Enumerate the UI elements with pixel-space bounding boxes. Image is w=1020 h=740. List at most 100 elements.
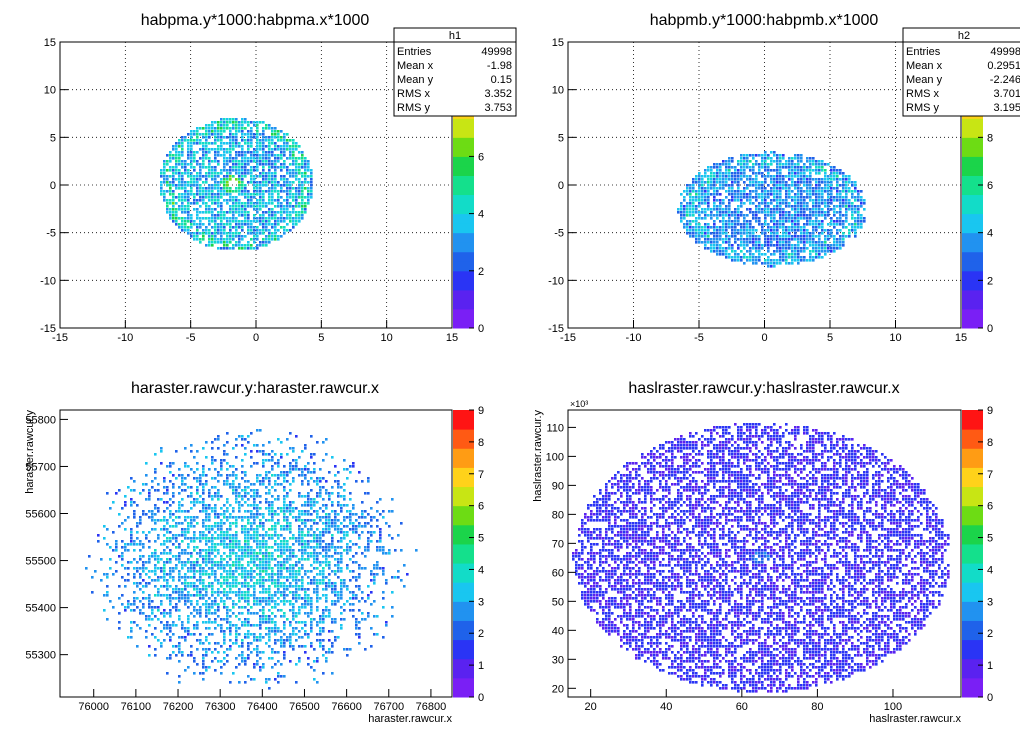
color-bar-label: 5: [478, 533, 484, 545]
x-tick-label: 0: [253, 332, 259, 344]
x-tick-label: -15: [52, 332, 68, 344]
x-tick-label: 40: [660, 701, 672, 713]
chart-pad-3: 76000 76100 76200 76300 76400 76500 76600 76700…: [24, 380, 484, 725]
chart-title: habpma.y*1000:habpma.x*1000: [141, 12, 370, 29]
y-tick-label: 10: [44, 85, 56, 97]
stats-label: RMS x: [906, 88, 940, 100]
x-axis-label: haraster.rawcur.x: [368, 713, 452, 725]
color-bar-label: 6: [987, 501, 993, 513]
stats-box: h2 Entries 49998 Mean x 0.2951 Mean y -2.246 RM…: [902, 27, 1020, 117]
color-bar-label: 2: [478, 628, 484, 640]
color-bar-label: 5: [987, 533, 993, 545]
color-bar-label: 9: [478, 405, 484, 417]
color-bar-label: 0: [478, 692, 484, 704]
stats-value: 0.15: [491, 74, 512, 86]
y-tick-label: 55800: [25, 414, 56, 426]
heatmap-cells: [572, 423, 950, 693]
heatmap-cells: [160, 118, 313, 250]
color-bar-label: 6: [987, 180, 993, 192]
stats-value: 49998: [481, 46, 512, 58]
y-tick-label: -10: [548, 275, 564, 287]
stats-value: 49998: [990, 46, 1020, 58]
stats-label: Mean y: [906, 74, 943, 86]
chart-pad-4: 20 40 60 80 1002030405060708090100110haslras…: [532, 380, 993, 725]
x-tick-label: -15: [560, 332, 576, 344]
heatmap-cells: [85, 429, 418, 690]
stats-label: Entries: [906, 46, 941, 58]
y-tick-label: 50: [552, 596, 564, 608]
x-tick-label: 76300: [205, 701, 236, 713]
x-tick-label: 10: [889, 332, 901, 344]
stats-box: h1 Entries 49998 Mean x -1.98 Mean y 0.15 RMS x…: [393, 27, 517, 117]
x-tick-label: -10: [117, 332, 133, 344]
x-axis-label: haslraster.rawcur.x: [869, 713, 961, 725]
y-tick-label: 55300: [25, 650, 56, 662]
stats-value: 3.753: [484, 102, 512, 114]
x-tick-label: 15: [955, 332, 967, 344]
x-tick-label: 0: [761, 332, 767, 344]
color-bar: 0 1 2 3 4 5 6 7 8 9: [453, 405, 484, 704]
x-tick-label: 80: [811, 701, 823, 713]
chart-title: haraster.rawcur.y:haraster.rawcur.x: [131, 380, 379, 397]
x-tick-label: 5: [827, 332, 833, 344]
y-tick-label: 15: [44, 37, 56, 49]
chart-pad-1: -15 -10 -5 0 5 10 15 -15 -10 -5 0 5 10 15 habpma.y*100…: [40, 12, 517, 344]
x-tick-label: 10: [381, 332, 393, 344]
color-bar-label: 0: [987, 692, 993, 704]
color-bar-label: 9: [987, 405, 993, 417]
x-tick-label: 100: [884, 701, 902, 713]
stats-label: RMS x: [397, 88, 431, 100]
x-tick-label: 76500: [289, 701, 320, 713]
color-bar-label: 2: [987, 275, 993, 287]
x-tick-label: 76800: [416, 701, 447, 713]
color-bar-label: 1: [478, 660, 484, 672]
color-bar-label: 8: [987, 132, 993, 144]
x-tick-label: 15: [446, 332, 458, 344]
y-tick-label: 100: [546, 451, 564, 463]
y-tick-label: 40: [552, 625, 564, 637]
stats-name: h2: [958, 30, 970, 42]
stats-label: Mean x: [906, 60, 943, 72]
x-tick-label: 76100: [121, 701, 152, 713]
color-bar-label: 4: [987, 228, 993, 240]
y-tick-label: 55400: [25, 603, 56, 615]
color-bar-label: 2: [987, 628, 993, 640]
color-bar-label: 8: [987, 437, 993, 449]
chart-pad-2: -15 -10 -5 0 5 10 15 -15 -10 -5 0 5 10 15 habpmb.y*100…: [548, 12, 1020, 344]
axis-exponent: ×10³: [570, 399, 588, 409]
y-tick-label: 55500: [25, 556, 56, 568]
y-tick-label: 0: [50, 180, 56, 192]
color-bar-label: 8: [478, 437, 484, 449]
y-tick-label: 5: [558, 132, 564, 144]
x-tick-label: 76200: [163, 701, 194, 713]
stats-name: h1: [449, 30, 461, 42]
x-tick-label: -5: [694, 332, 704, 344]
color-bar-label: 7: [987, 469, 993, 481]
y-tick-label: 15: [552, 37, 564, 49]
color-bar: 0 1 2 3 4 5 6 7 8 9: [962, 405, 993, 704]
stats-value: 3.195: [993, 102, 1020, 114]
stats-label: Mean x: [397, 60, 434, 72]
color-bar-label: 6: [478, 151, 484, 163]
y-tick-label: 0: [558, 180, 564, 192]
color-bar-label: 2: [478, 266, 484, 278]
stats-label: Mean y: [397, 74, 434, 86]
y-tick-label: 55600: [25, 509, 56, 521]
y-tick-label: -10: [40, 275, 56, 287]
color-bar-label: 7: [478, 469, 484, 481]
stats-label: RMS y: [906, 102, 940, 114]
y-tick-label: -15: [40, 323, 56, 335]
color-bar-label: 0: [478, 323, 484, 335]
y-tick-label: 60: [552, 567, 564, 579]
stats-value: -2.246: [990, 74, 1020, 86]
y-tick-label: 55700: [25, 461, 56, 473]
color-bar-label: 3: [987, 596, 993, 608]
y-tick-label: -5: [46, 228, 56, 240]
y-tick-label: -15: [548, 323, 564, 335]
y-tick-label: 30: [552, 654, 564, 666]
stats-label: RMS y: [397, 102, 431, 114]
color-bar-label: 4: [478, 564, 484, 576]
heatmap-cells: [677, 151, 866, 268]
